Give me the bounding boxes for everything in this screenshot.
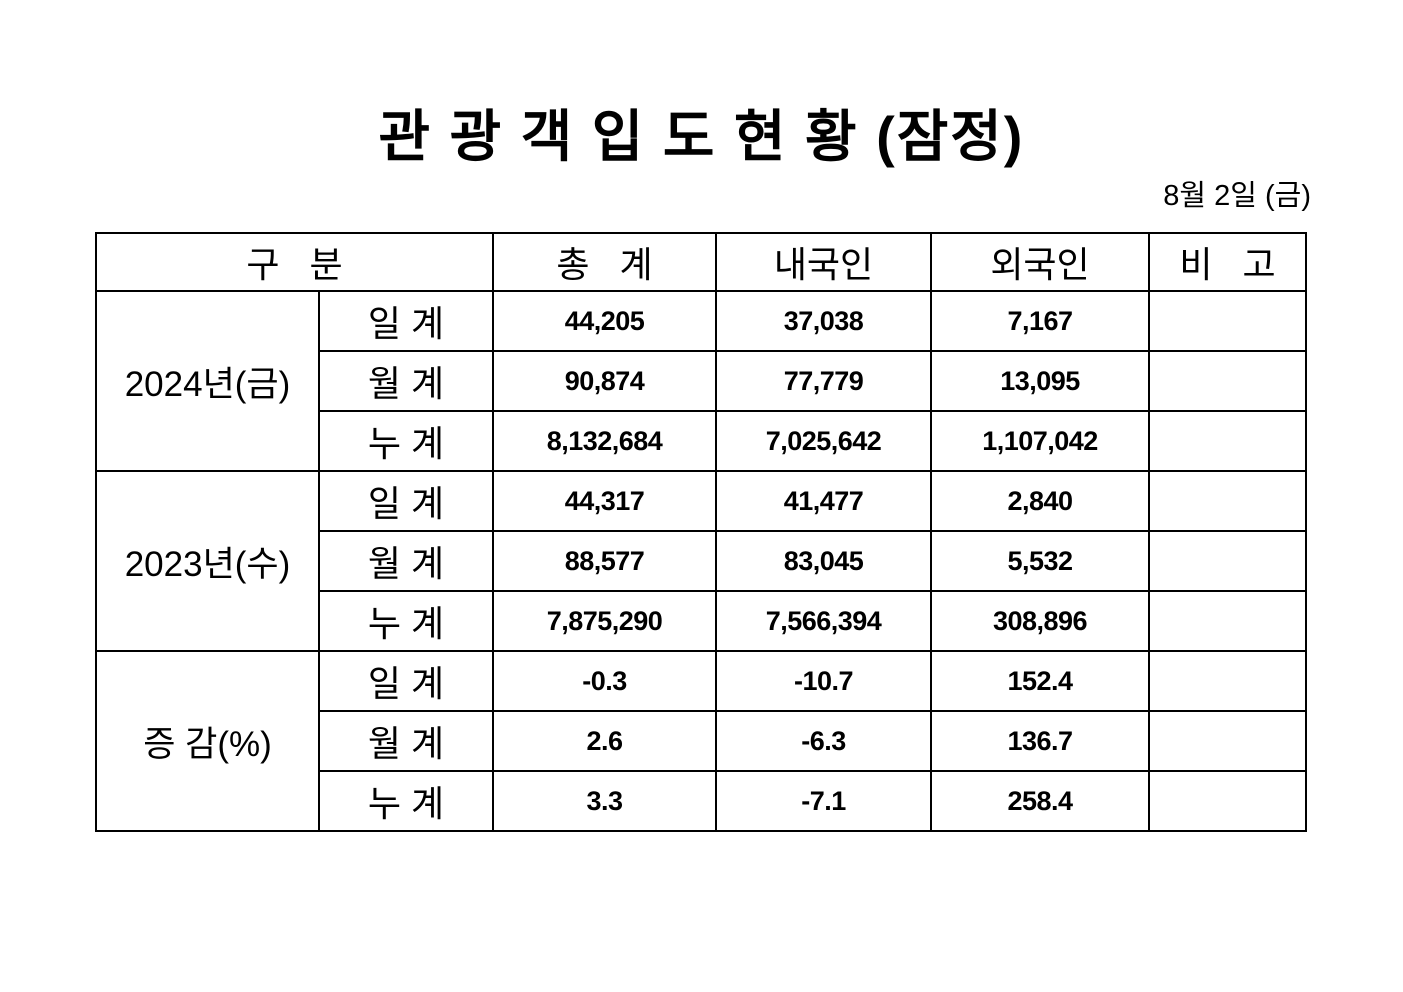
value-cell-foreign: 136.7: [930, 710, 1150, 772]
value-cell-domestic: -7.1: [715, 770, 932, 832]
value-cell-domestic: 37,038: [715, 290, 932, 352]
value-cell-total: 90,874: [492, 350, 717, 412]
value-cell-foreign: 13,095: [930, 350, 1150, 412]
header-cell-domestic: 내국인: [715, 232, 932, 292]
value-cell-total: 3.3: [492, 770, 717, 832]
value-cell-total: 44,205: [492, 290, 717, 352]
value-cell-domestic: 77,779: [715, 350, 932, 412]
note-cell: [1148, 530, 1307, 592]
header-cell-total: 총 계: [492, 232, 717, 292]
value-cell-domestic: 41,477: [715, 470, 932, 532]
group-label-2023: 2023년(수): [95, 470, 320, 652]
table-row: 누 계 3.3 -7.1 258.4: [96, 770, 1307, 832]
row-label-daily: 일 계: [318, 470, 494, 532]
row-label-daily: 일 계: [318, 650, 494, 712]
note-cell: [1148, 650, 1307, 712]
table-row: 2024년(금) 일 계 44,205 37,038 7,167: [95, 290, 1307, 472]
value-cell-domestic: 83,045: [715, 530, 932, 592]
table-row: 월 계 90,874 77,779 13,095: [96, 350, 1307, 412]
table-row: 증 감(%) 일 계 -0.3 -10.7 152.4: [95, 650, 1307, 832]
header-cell-note: 비 고: [1148, 232, 1307, 292]
note-cell: [1148, 590, 1307, 652]
value-cell-foreign: 7,167: [930, 290, 1150, 352]
table-row: 월 계 2.6 -6.3 136.7: [96, 710, 1307, 772]
table-row: 누 계 8,132,684 7,025,642 1,107,042: [96, 410, 1307, 472]
row-label-cumulative: 누 계: [318, 410, 494, 472]
table-row: 월 계 88,577 83,045 5,532: [96, 530, 1307, 592]
value-cell-foreign: 258.4: [930, 770, 1150, 832]
value-cell-domestic: -10.7: [715, 650, 932, 712]
header-cell-category: 구 분: [95, 232, 494, 292]
row-label-monthly: 월 계: [318, 530, 494, 592]
value-cell-foreign: 1,107,042: [930, 410, 1150, 472]
note-cell: [1148, 410, 1307, 472]
row-label-daily: 일 계: [318, 290, 494, 352]
table-row: 2023년(수) 일 계 44,317 41,477 2,840: [95, 470, 1307, 652]
value-cell-total: 2.6: [492, 710, 717, 772]
value-cell-total: 44,317: [492, 470, 717, 532]
table-header-row: 구 분 총 계 내국인 외국인 비 고: [95, 232, 1307, 292]
table-row: 누 계 7,875,290 7,566,394 308,896: [96, 590, 1307, 652]
group-label-change-pct: 증 감(%): [95, 650, 320, 832]
value-cell-foreign: 152.4: [930, 650, 1150, 712]
note-cell: [1148, 770, 1307, 832]
note-cell: [1148, 350, 1307, 412]
value-cell-domestic: 7,025,642: [715, 410, 932, 472]
note-cell: [1148, 710, 1307, 772]
value-cell-foreign: 5,532: [930, 530, 1150, 592]
group-label-2024: 2024년(금): [95, 290, 320, 472]
value-cell-total: 88,577: [492, 530, 717, 592]
row-label-monthly: 월 계: [318, 350, 494, 412]
report-date: 8월 2일 (금): [1163, 180, 1311, 212]
value-cell-total: -0.3: [492, 650, 717, 712]
value-cell-total: 7,875,290: [492, 590, 717, 652]
tourist-arrivals-table: 구 분 총 계 내국인 외국인 비 고 2024년(금) 일 계 44,205 …: [95, 232, 1307, 832]
row-label-monthly: 월 계: [318, 710, 494, 772]
value-cell-domestic: 7,566,394: [715, 590, 932, 652]
value-cell-total: 8,132,684: [492, 410, 717, 472]
value-cell-domestic: -6.3: [715, 710, 932, 772]
row-label-cumulative: 누 계: [318, 590, 494, 652]
value-cell-foreign: 308,896: [930, 590, 1150, 652]
header-cell-foreign: 외국인: [930, 232, 1150, 292]
row-label-cumulative: 누 계: [318, 770, 494, 832]
value-cell-foreign: 2,840: [930, 470, 1150, 532]
note-cell: [1148, 470, 1307, 532]
note-cell: [1148, 290, 1307, 352]
page-title: 관 광 객 입 도 현 황 (잠정): [378, 105, 1025, 168]
